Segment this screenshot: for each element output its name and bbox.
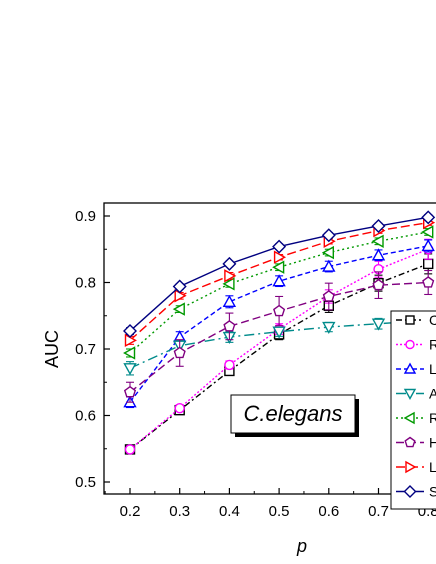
data-point bbox=[272, 274, 286, 287]
x-tick-label: 0.7 bbox=[368, 503, 389, 520]
legend-item-6: L bbox=[396, 459, 436, 475]
data-point bbox=[223, 320, 236, 332]
y-tick-label: 0.5 bbox=[75, 474, 96, 491]
series-layer bbox=[123, 210, 436, 455]
x-axis-title: p bbox=[296, 536, 307, 556]
x-tick-label: 0.2 bbox=[120, 503, 141, 520]
data-point bbox=[123, 324, 137, 339]
data-point bbox=[422, 276, 435, 288]
data-point bbox=[123, 346, 136, 360]
y-tick-label: 0.8 bbox=[75, 275, 96, 292]
data-point bbox=[124, 333, 137, 348]
data-point bbox=[371, 318, 386, 331]
legend-marker bbox=[405, 315, 415, 325]
legend-item-4: R bbox=[396, 410, 436, 426]
data-point bbox=[421, 210, 436, 225]
data-point bbox=[272, 326, 286, 339]
data-point bbox=[224, 359, 235, 371]
legend-marker bbox=[405, 460, 417, 474]
legend-marker bbox=[403, 411, 415, 425]
series-5 bbox=[123, 269, 435, 403]
x-tick-label: 0.6 bbox=[318, 503, 339, 520]
data-point bbox=[173, 346, 186, 359]
legend-marker bbox=[403, 388, 417, 400]
plot-frame bbox=[103, 202, 436, 495]
legend-label: A bbox=[429, 386, 436, 402]
data-point bbox=[423, 258, 434, 270]
legend-label: L bbox=[429, 459, 436, 475]
legend-marker bbox=[403, 485, 417, 498]
legend-marker bbox=[404, 436, 416, 448]
annotation-label: C.elegans bbox=[243, 401, 342, 426]
legend-item-3: A bbox=[396, 386, 436, 402]
series-7 bbox=[123, 210, 436, 339]
legend-label: H bbox=[429, 435, 436, 451]
data-point bbox=[421, 225, 434, 239]
data-point bbox=[222, 294, 237, 307]
data-point bbox=[371, 234, 384, 248]
legend-label: R bbox=[429, 337, 436, 353]
y-axis-title: AUC bbox=[42, 330, 62, 368]
data-point bbox=[322, 321, 336, 335]
legend-item-5: H bbox=[396, 435, 436, 451]
data-point bbox=[322, 290, 335, 302]
y-tick-label: 0.6 bbox=[75, 408, 96, 425]
data-point bbox=[123, 363, 137, 376]
data-point bbox=[174, 289, 187, 303]
data-point bbox=[273, 304, 286, 317]
series-4 bbox=[123, 225, 434, 360]
data-point bbox=[321, 245, 334, 260]
legend-item-7: S bbox=[396, 484, 436, 500]
data-point bbox=[321, 228, 336, 243]
data-point bbox=[272, 260, 285, 274]
data-point bbox=[124, 444, 136, 455]
annotation-box: C.elegans bbox=[230, 394, 359, 437]
data-point bbox=[273, 250, 287, 264]
legend-item-1: R bbox=[396, 337, 436, 353]
data-point bbox=[371, 218, 386, 233]
legend-label: L bbox=[429, 361, 436, 377]
y-tick-label: 0.7 bbox=[75, 341, 96, 358]
data-point bbox=[272, 239, 287, 254]
data-point bbox=[372, 278, 385, 291]
data-point bbox=[322, 259, 336, 272]
data-point bbox=[172, 302, 185, 316]
data-point bbox=[172, 279, 187, 294]
legend-marker bbox=[405, 339, 415, 350]
y-tick-label: 0.9 bbox=[75, 208, 96, 225]
data-point bbox=[222, 256, 237, 271]
x-tick-label: 0.4 bbox=[219, 503, 240, 520]
data-point bbox=[222, 277, 235, 291]
data-point bbox=[421, 238, 435, 252]
legend-marker bbox=[403, 362, 417, 374]
legend-label: R bbox=[429, 410, 436, 426]
data-point bbox=[224, 269, 237, 283]
legend-item-2: L bbox=[396, 361, 436, 377]
x-tick-label: 0.3 bbox=[169, 503, 190, 520]
data-point bbox=[174, 402, 185, 414]
data-point bbox=[123, 385, 137, 398]
legend-label: C bbox=[429, 312, 436, 328]
legend-item-0: C bbox=[396, 312, 436, 328]
legend-label: S bbox=[429, 484, 436, 500]
data-point bbox=[371, 248, 386, 261]
x-tick-label: 0.5 bbox=[269, 503, 290, 520]
